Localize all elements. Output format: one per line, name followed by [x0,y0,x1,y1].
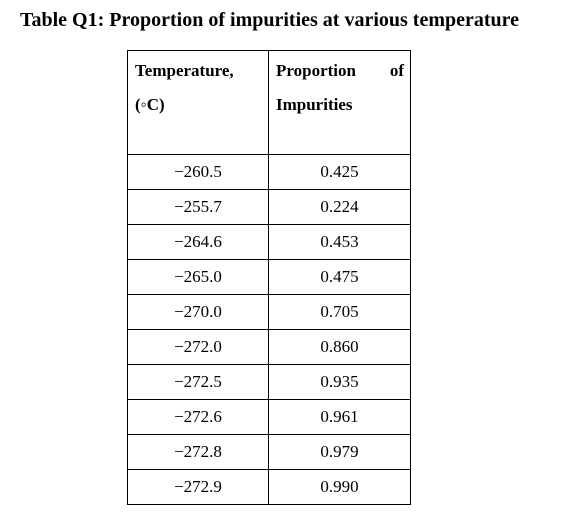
proportion-cell: 0.979 [268,434,411,470]
header-proportion-line1: Proportion of [276,61,404,80]
header-temperature: Temperature, (◦C) [127,50,269,155]
proportion-cell: 0.705 [268,294,411,330]
proportion-cell: 0.453 [268,224,411,260]
table-row: −265.0 0.475 [127,259,411,295]
temperature-cell: −255.7 [127,189,269,225]
table-row: −272.9 0.990 [127,469,411,505]
temperature-cell: −270.0 [127,294,269,330]
proportion-cell: 0.224 [268,189,411,225]
temperature-cell: −272.0 [127,329,269,365]
proportion-cell: 0.860 [268,329,411,365]
proportion-cell: 0.961 [268,399,411,435]
temperature-cell: −272.8 [127,434,269,470]
temperature-cell: −272.5 [127,364,269,400]
table-row: −272.8 0.979 [127,434,411,470]
temperature-cell: −264.6 [127,224,269,260]
proportion-cell: 0.475 [268,259,411,295]
table-row: −260.5 0.425 [127,154,411,190]
table-row: −272.6 0.961 [127,399,411,435]
temperature-cell: −265.0 [127,259,269,295]
proportion-cell: 0.990 [268,469,411,505]
temperature-cell: −272.9 [127,469,269,505]
header-proportion-line2: Impurities [276,95,353,114]
table-row: −264.6 0.453 [127,224,411,260]
header-temperature-line2: (◦C) [135,95,165,114]
temperature-cell: −272.6 [127,399,269,435]
temperature-cell: −260.5 [127,154,269,190]
proportion-cell: 0.935 [268,364,411,400]
table-caption: Table Q1: Proportion of impurities at va… [20,9,520,31]
proportion-cell: 0.425 [268,154,411,190]
header-proportion: Proportion of Impurities [268,50,411,155]
table-row: −272.0 0.860 [127,329,411,365]
table-row: −255.7 0.224 [127,189,411,225]
header-temperature-line1: Temperature, [135,61,234,80]
table-row: −272.5 0.935 [127,364,411,400]
table-body: −260.5 0.425 −255.7 0.224 −264.6 0.453 −265.0 0… [127,154,411,505]
table-row: −270.0 0.705 [127,294,411,330]
impurities-table: Temperature, (◦C) Proportion of Impuriti… [127,50,411,505]
table-header-row: Temperature, (◦C) Proportion of Impuriti… [127,50,411,155]
